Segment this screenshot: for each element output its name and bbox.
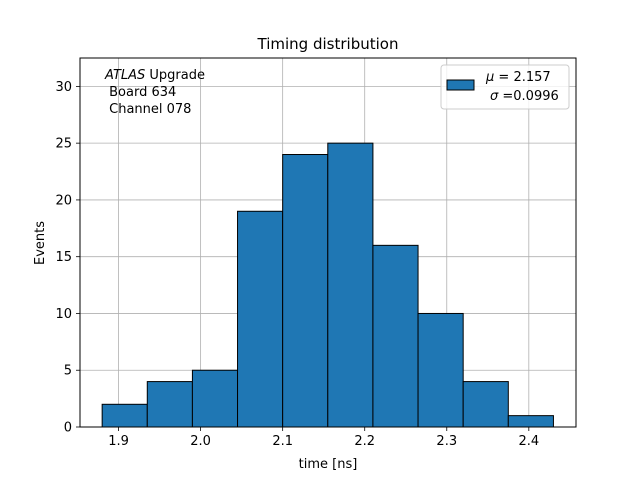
- plot-annotation: ATLAS Upgrade Board 634 Channel 078: [104, 68, 205, 117]
- x-tick-label-4: 2.3: [436, 434, 457, 449]
- axis-ticks: 1.9 2.0 2.1 2.2 2.3 2.4 0 5 10 15 20 25 30: [55, 80, 539, 449]
- histogram-bar-4: [282, 154, 329, 428]
- histogram-bar-8: [462, 381, 509, 428]
- histogram-bar-2: [191, 369, 239, 428]
- x-tick-label-1: 2.0: [190, 434, 211, 449]
- annotation-line-1: ATLAS Upgrade: [104, 68, 205, 83]
- plot-frame: [79, 57, 577, 428]
- x-axis-label: time [ns]: [299, 457, 358, 472]
- histogram-bar-5: [327, 142, 374, 428]
- x-tick-label-2: 2.1: [272, 434, 293, 449]
- annotation-upgrade: Upgrade: [145, 68, 205, 83]
- histogram-bar-0: [101, 403, 148, 428]
- legend-frame: [440, 64, 570, 110]
- legend-mu-symbol: μ: [485, 70, 494, 85]
- y-tick-label-4: 20: [55, 193, 72, 208]
- legend-swatch: [446, 79, 475, 91]
- legend-sigma-symbol: σ: [490, 89, 499, 104]
- annotation-channel: Channel 078: [105, 102, 191, 117]
- x-tick-label-3: 2.2: [354, 434, 375, 449]
- legend-mu-value: = 2.157: [494, 70, 550, 85]
- legend: μ = 2.157 σ =0.0996: [440, 64, 570, 110]
- annotation-board: Board 634: [105, 85, 176, 100]
- legend-sigma-label: σ =0.0996: [490, 89, 559, 104]
- y-tick-label-2: 10: [55, 307, 72, 322]
- legend-mu-label: μ = 2.157: [485, 70, 551, 85]
- y-tick-label-3: 15: [55, 250, 72, 265]
- y-axis-label: Events: [33, 221, 48, 265]
- x-tick-label-5: 2.4: [518, 434, 539, 449]
- annotation-atlas: ATLAS: [104, 68, 145, 83]
- histogram-bar-7: [417, 312, 464, 428]
- y-tick-label-1: 5: [64, 364, 72, 379]
- histogram-bar-6: [372, 244, 419, 428]
- histogram-bar-3: [237, 210, 284, 428]
- y-tick-label-5: 25: [55, 137, 72, 152]
- histogram-bar-9: [507, 415, 554, 428]
- chart-title: Timing distribution: [257, 35, 399, 53]
- x-tick-label-0: 1.9: [108, 434, 129, 449]
- y-tick-label-0: 0: [64, 421, 72, 436]
- legend-sigma-value: =0.0996: [498, 89, 559, 104]
- y-tick-label-6: 30: [55, 80, 72, 95]
- histogram-bars: [101, 142, 554, 428]
- histogram-bar-1: [146, 381, 193, 428]
